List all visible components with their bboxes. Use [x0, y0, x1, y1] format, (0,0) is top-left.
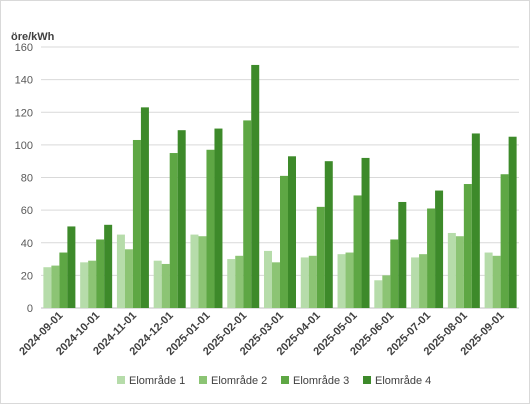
bar-3-2025-08-01	[463, 184, 472, 308]
bar-1-2024-09-01	[43, 267, 52, 308]
bar-2-2025-03-01	[272, 262, 280, 308]
bar-1-2025-08-01	[447, 232, 456, 308]
bar-1-2024-11-01	[116, 234, 125, 308]
bar-4-2025-05-01	[361, 157, 370, 308]
bar-3-2025-01-01	[206, 149, 215, 308]
bar-2-2024-10-01	[88, 260, 97, 308]
y-axis-ticks: 0 20 40 60 80 100 120 140 160	[15, 42, 33, 315]
y-tick-label: 20	[21, 270, 33, 282]
bar-3-2025-02-01	[243, 120, 252, 308]
y-axis-unit-label: öre/kWh	[11, 31, 55, 43]
bar-1-2024-12-01	[153, 260, 162, 308]
bar-3-2024-09-01	[59, 252, 68, 308]
bar-4-2024-12-01	[177, 130, 186, 308]
legend-label: Elområde 2	[211, 375, 267, 387]
bar-4-2025-08-01	[471, 133, 480, 308]
bar-1-2025-01-01	[190, 234, 199, 308]
bar-4-2025-06-01	[398, 201, 407, 308]
bar-3-2025-07-01	[427, 208, 436, 308]
bar-1-2025-05-01	[337, 254, 346, 308]
bar-1-2025-07-01	[411, 257, 420, 308]
bar-2-2025-02-01	[235, 255, 244, 308]
bar-2-2025-01-01	[198, 236, 207, 308]
bar-1-2025-02-01	[227, 259, 236, 308]
y-tick-label: 60	[21, 205, 33, 217]
bar-3-2024-11-01	[132, 139, 141, 308]
y-tick-label: 40	[21, 238, 33, 250]
bar-1-2024-10-01	[80, 262, 89, 308]
bar-2-2025-04-01	[308, 255, 317, 308]
bar-2-2025-08-01	[455, 236, 464, 308]
bar-3-2025-09-01	[500, 174, 509, 308]
bar-2-2025-09-01	[492, 255, 501, 308]
legend-label: Elområde 1	[129, 375, 185, 387]
bar-4-2025-03-01	[288, 156, 296, 308]
legend-label: Elområde 3	[293, 375, 349, 387]
y-tick-label: 120	[15, 107, 33, 119]
bar-1-2025-03-01	[264, 250, 272, 308]
bar-4-2025-09-01	[508, 136, 517, 308]
y-tick-label: 140	[15, 75, 33, 87]
bar-1-2025-04-01	[300, 257, 309, 308]
bar-4-2024-11-01	[140, 107, 149, 308]
y-tick-label: 100	[15, 140, 33, 152]
bar-2-2025-07-01	[419, 254, 428, 308]
bar-4-2025-07-01	[435, 190, 444, 308]
bar-3-2025-05-01	[353, 195, 362, 308]
bar-3-2024-10-01	[96, 239, 105, 308]
bar-2-2024-09-01	[51, 265, 60, 308]
legend-swatch	[281, 376, 289, 384]
legend-swatch	[117, 376, 125, 384]
bar-4-2024-09-01	[67, 226, 76, 308]
x-axis-ticks: 2024-09-012024-10-012024-11-012024-12-01…	[17, 310, 507, 358]
bar-3-2024-12-01	[169, 153, 178, 308]
legend-label: Elområde 4	[375, 375, 431, 387]
legend-swatch	[199, 376, 207, 384]
bar-2-2025-06-01	[382, 275, 391, 308]
bar-1-2025-06-01	[374, 280, 383, 308]
bar-2-2024-12-01	[161, 263, 170, 308]
bar-2-2024-11-01	[124, 249, 133, 308]
y-tick-label: 0	[27, 303, 33, 315]
y-tick-label: 160	[15, 42, 33, 54]
bar-3-2025-06-01	[390, 239, 399, 308]
bars	[43, 64, 517, 308]
bar-4-2025-04-01	[324, 161, 333, 308]
bar-4-2025-02-01	[251, 64, 260, 308]
legend: Elområde 1 Elområde 2 Elområde 3 Elområde 4	[117, 375, 431, 387]
bar-1-2025-09-01	[484, 252, 493, 308]
bar-4-2025-01-01	[214, 128, 223, 308]
bar-4-2024-10-01	[104, 224, 113, 308]
bar-3-2025-04-01	[316, 206, 325, 308]
legend-swatch	[363, 376, 371, 384]
y-tick-label: 80	[21, 173, 33, 185]
bar-2-2025-05-01	[345, 252, 354, 308]
bar-3-2025-03-01	[280, 175, 288, 308]
